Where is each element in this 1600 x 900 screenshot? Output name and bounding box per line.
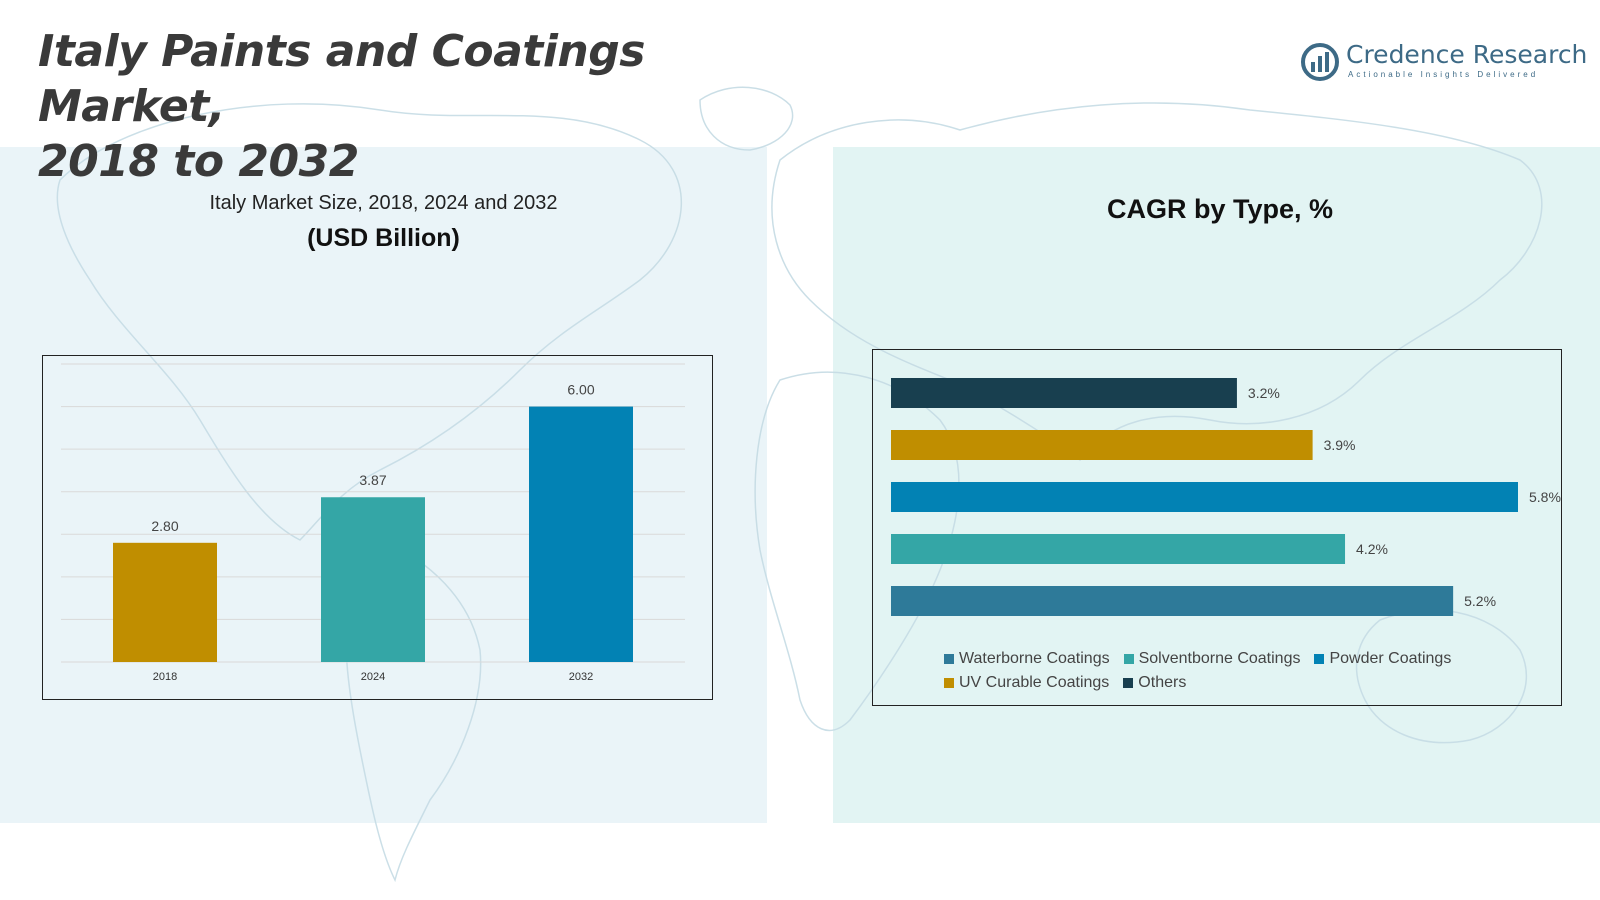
hbar-Waterborne Coatings bbox=[891, 586, 1454, 616]
left-chart-unit: (USD Billion) bbox=[307, 224, 460, 252]
legend-item: Solventborne Coatings bbox=[1123, 650, 1301, 668]
hbar-value-label: 3.2% bbox=[1248, 385, 1280, 401]
legend-row: UV Curable Coatings Others bbox=[944, 674, 1504, 692]
page-title: Italy Paints and Coatings Market, 2018 t… bbox=[38, 24, 798, 189]
bar-2018 bbox=[113, 542, 217, 662]
left-chart-subtitle: Italy Market Size, 2018, 2024 and 2032 bbox=[209, 192, 558, 214]
legend-item: Waterborne Coatings bbox=[944, 650, 1110, 668]
legend-swatch bbox=[944, 654, 954, 664]
market-size-chart: 2.80 2018 3.87 2024 6.00 2032 bbox=[42, 355, 713, 700]
hbar-Others bbox=[891, 378, 1237, 408]
bar-2024 bbox=[321, 497, 425, 662]
legend-swatch bbox=[1314, 654, 1325, 664]
x-tick-label: 2018 bbox=[153, 671, 177, 683]
hbar-value-label: 4.2% bbox=[1356, 541, 1388, 557]
legend-swatch bbox=[944, 678, 954, 688]
hbar-Solventborne Coatings bbox=[891, 534, 1346, 564]
legend-label: Solventborne Coatings bbox=[1138, 650, 1301, 667]
bar-value-label: 6.00 bbox=[567, 382, 594, 398]
cagr-chart-svg: 3.2% 3.9% 5.8% 4.2% 5.2% bbox=[891, 378, 1561, 616]
title-line-2: 2018 to 2032 bbox=[38, 136, 359, 187]
legend-item: Powder Coatings bbox=[1314, 650, 1451, 668]
cagr-chart: 3.2% 3.9% 5.8% 4.2% 5.2% bbox=[872, 349, 1562, 706]
legend-item: Others bbox=[1123, 674, 1186, 692]
legend-label: Waterborne Coatings bbox=[959, 650, 1110, 667]
title-line-1: Italy Paints and Coatings Market, bbox=[38, 26, 645, 132]
legend-label: Others bbox=[1138, 674, 1187, 691]
x-tick-label: 2024 bbox=[361, 671, 385, 683]
hbar-Powder Coatings bbox=[891, 482, 1518, 512]
legend-item: UV Curable Coatings bbox=[944, 674, 1109, 692]
logo-name: Credence Research bbox=[1346, 40, 1588, 69]
hbar-value-label: 3.9% bbox=[1324, 437, 1356, 453]
legend-swatch bbox=[1123, 678, 1134, 688]
bar-value-label: 3.87 bbox=[359, 472, 386, 488]
bar-value-label: 2.80 bbox=[151, 518, 178, 534]
hbar-value-label: 5.2% bbox=[1464, 593, 1496, 609]
legend-label: UV Curable Coatings bbox=[959, 674, 1110, 691]
cagr-legend: Waterborne Coatings Solventborne Coatings… bbox=[944, 650, 1504, 698]
legend-label: Powder Coatings bbox=[1329, 650, 1452, 667]
legend-row: Waterborne Coatings Solventborne Coatings… bbox=[944, 650, 1504, 668]
hbar-UV Curable Coatings bbox=[891, 430, 1313, 460]
credence-research-logo: Credence Research Actionable Insights De… bbox=[1300, 40, 1587, 84]
market-size-chart-svg: 2.80 2018 3.87 2024 6.00 2032 bbox=[61, 363, 685, 683]
logo-icon bbox=[1301, 43, 1339, 81]
logo-tagline: Actionable Insights Delivered bbox=[1348, 70, 1539, 79]
hbar-value-label: 5.8% bbox=[1529, 489, 1561, 505]
right-chart-title: CAGR by Type, % bbox=[1106, 194, 1334, 224]
x-tick-label: 2032 bbox=[569, 671, 593, 683]
legend-swatch bbox=[1123, 654, 1134, 664]
bar-2032 bbox=[529, 406, 633, 662]
left-panel-background bbox=[0, 147, 767, 823]
